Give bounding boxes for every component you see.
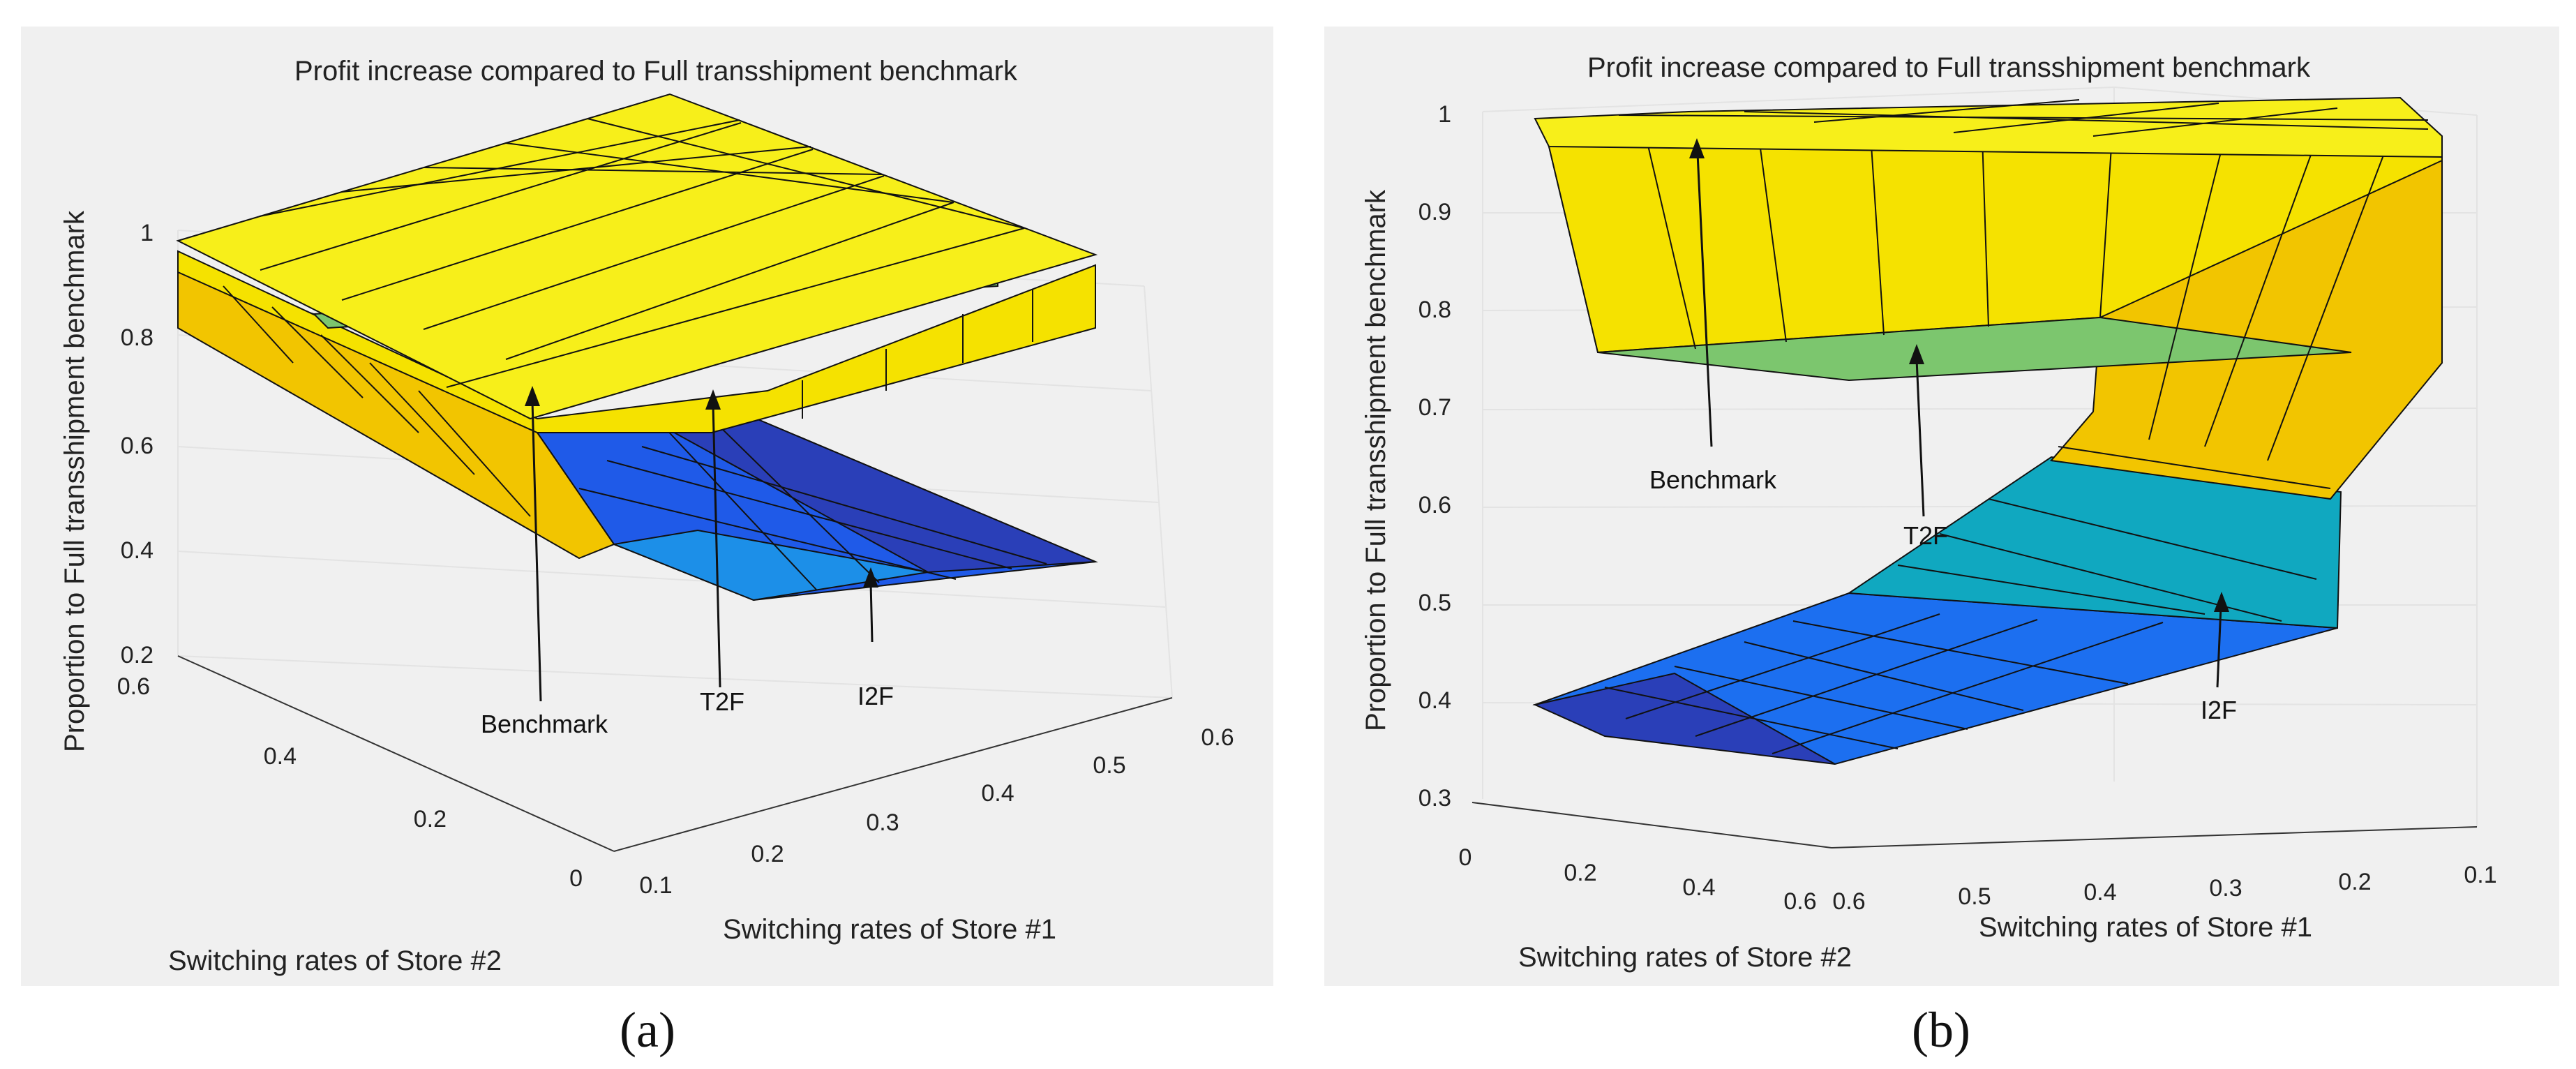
panel-a-arrowheads [525,386,878,588]
panel-b-y-tick: 0.2 [1564,860,1596,886]
panel-a-x-tick: 0.2 [751,841,784,867]
panel-a-z-tick: 0.8 [121,324,153,351]
panel-b-y-tick: 0 [1459,844,1472,871]
panel-b-y-tick: 0.6 [1783,888,1816,915]
panel-a-y-tick: 0 [569,865,583,892]
panel-a: Profit increase compared to Full transsh… [21,27,1273,986]
panel-a-z-tick: 0.4 [121,537,153,564]
panel-b-title: Profit increase compared to Full transsh… [1587,52,2311,83]
panel-b-z-tick: 0.9 [1418,199,1451,225]
panel-b-axes [1472,802,2478,849]
panel-b-z-tick: 0.6 [1418,492,1451,518]
panel-a-title: Profit increase compared to Full transsh… [294,56,1018,87]
panel-b-x-tick: 0.3 [2209,875,2242,902]
panel-a-benchmark-surface [176,93,1098,420]
caption-a: (a) [620,1002,675,1058]
panel-a-y-tick: 0.6 [117,673,150,700]
panel-b-i2f-surface [1532,456,2342,765]
panel-a-axes [177,655,1173,852]
panel-a-arrows [531,401,874,702]
panel-b-t2f-surface [1548,103,2443,500]
panel-a-x-tick: 0.6 [1201,724,1234,751]
panel-a-zlabel: Proportion to Full transshipment benchma… [59,210,90,752]
panel-a-i2f-surface [536,410,1098,601]
panel-a-z-ticks: 0.2 0.4 0.6 0.8 1 [121,220,153,668]
panel-b-ylabel: Switching rates of Store #2 [1518,942,1852,973]
panel-b-arrowheads [1689,138,2229,612]
panel-a-x-tick: 0.4 [981,780,1014,807]
panel-a-z-tick: 0.2 [121,642,153,668]
panel-a-x-tick: 0.5 [1093,752,1125,779]
panel-b-x-tick: 0.5 [1958,883,1991,910]
panel-b-xlabel: Switching rates of Store #1 [1979,912,2312,943]
panel-b-z-tick: 1 [1438,101,1451,128]
panel-a-x-ticks: 0.1 0.2 0.3 0.4 0.5 0.6 [639,724,1234,899]
panel-b-z-tick: 0.7 [1418,394,1451,421]
caption-b: (b) [1912,1002,1970,1058]
panel-b-z-tick: 0.4 [1418,687,1451,714]
panel-b-z-ticks: 0.3 0.4 0.5 0.6 0.7 0.8 0.9 1 [1418,101,1451,812]
panel-a-y-tick: 0.4 [264,743,297,770]
panel-b-zlabel: Proportion to Full transshipment benchma… [1361,189,1391,731]
panel-a-x-tick: 0.3 [866,809,899,836]
panel-a-annotation-t2f: T2F [700,687,744,716]
panel-a-xlabel: Switching rates of Store #1 [723,914,1056,945]
panel-b-y-ticks: 0 0.2 0.4 0.6 [1459,844,1817,915]
panel-a-y-ticks: 0 0.2 0.4 0.6 [117,673,583,892]
panel-a-z-tick: 0.6 [121,433,153,459]
panel-a-z-tick: 1 [140,220,153,246]
panel-b-y-tick: 0.4 [1682,874,1715,901]
panel-b-annotation-t2f: T2F [1903,521,1948,550]
panel-a-y-tick: 0.2 [414,806,447,832]
panel-b-x-tick: 0.4 [2083,879,2116,906]
panel-a-ylabel: Switching rates of Store #2 [168,945,502,976]
panel-b-z-tick: 0.3 [1418,785,1451,812]
panel-b-arrows [1696,153,2222,688]
panel-b-x-tick: 0.6 [1832,888,1865,915]
panel-a-annotation-i2f: I2F [858,682,894,710]
panel-a-x-tick: 0.1 [639,872,672,899]
panel-b-annotation-i2f: I2F [2201,696,2237,724]
panel-b: Profit increase compared to Full transsh… [1324,27,2559,986]
panel-b-annotation-benchmark: Benchmark [1649,465,1777,494]
panel-b-x-tick: 0.2 [2338,869,2371,895]
panel-b-z-tick: 0.5 [1418,590,1451,616]
panel-b-x-ticks: 0.6 0.5 0.4 0.3 0.2 0.1 [1832,862,2496,915]
panel-a-annotation-benchmark: Benchmark [481,710,608,738]
panel-b-x-tick: 0.1 [2464,862,2496,888]
panel-b-benchmark-surface [1534,96,2443,158]
panel-b-z-tick: 0.8 [1418,297,1451,323]
